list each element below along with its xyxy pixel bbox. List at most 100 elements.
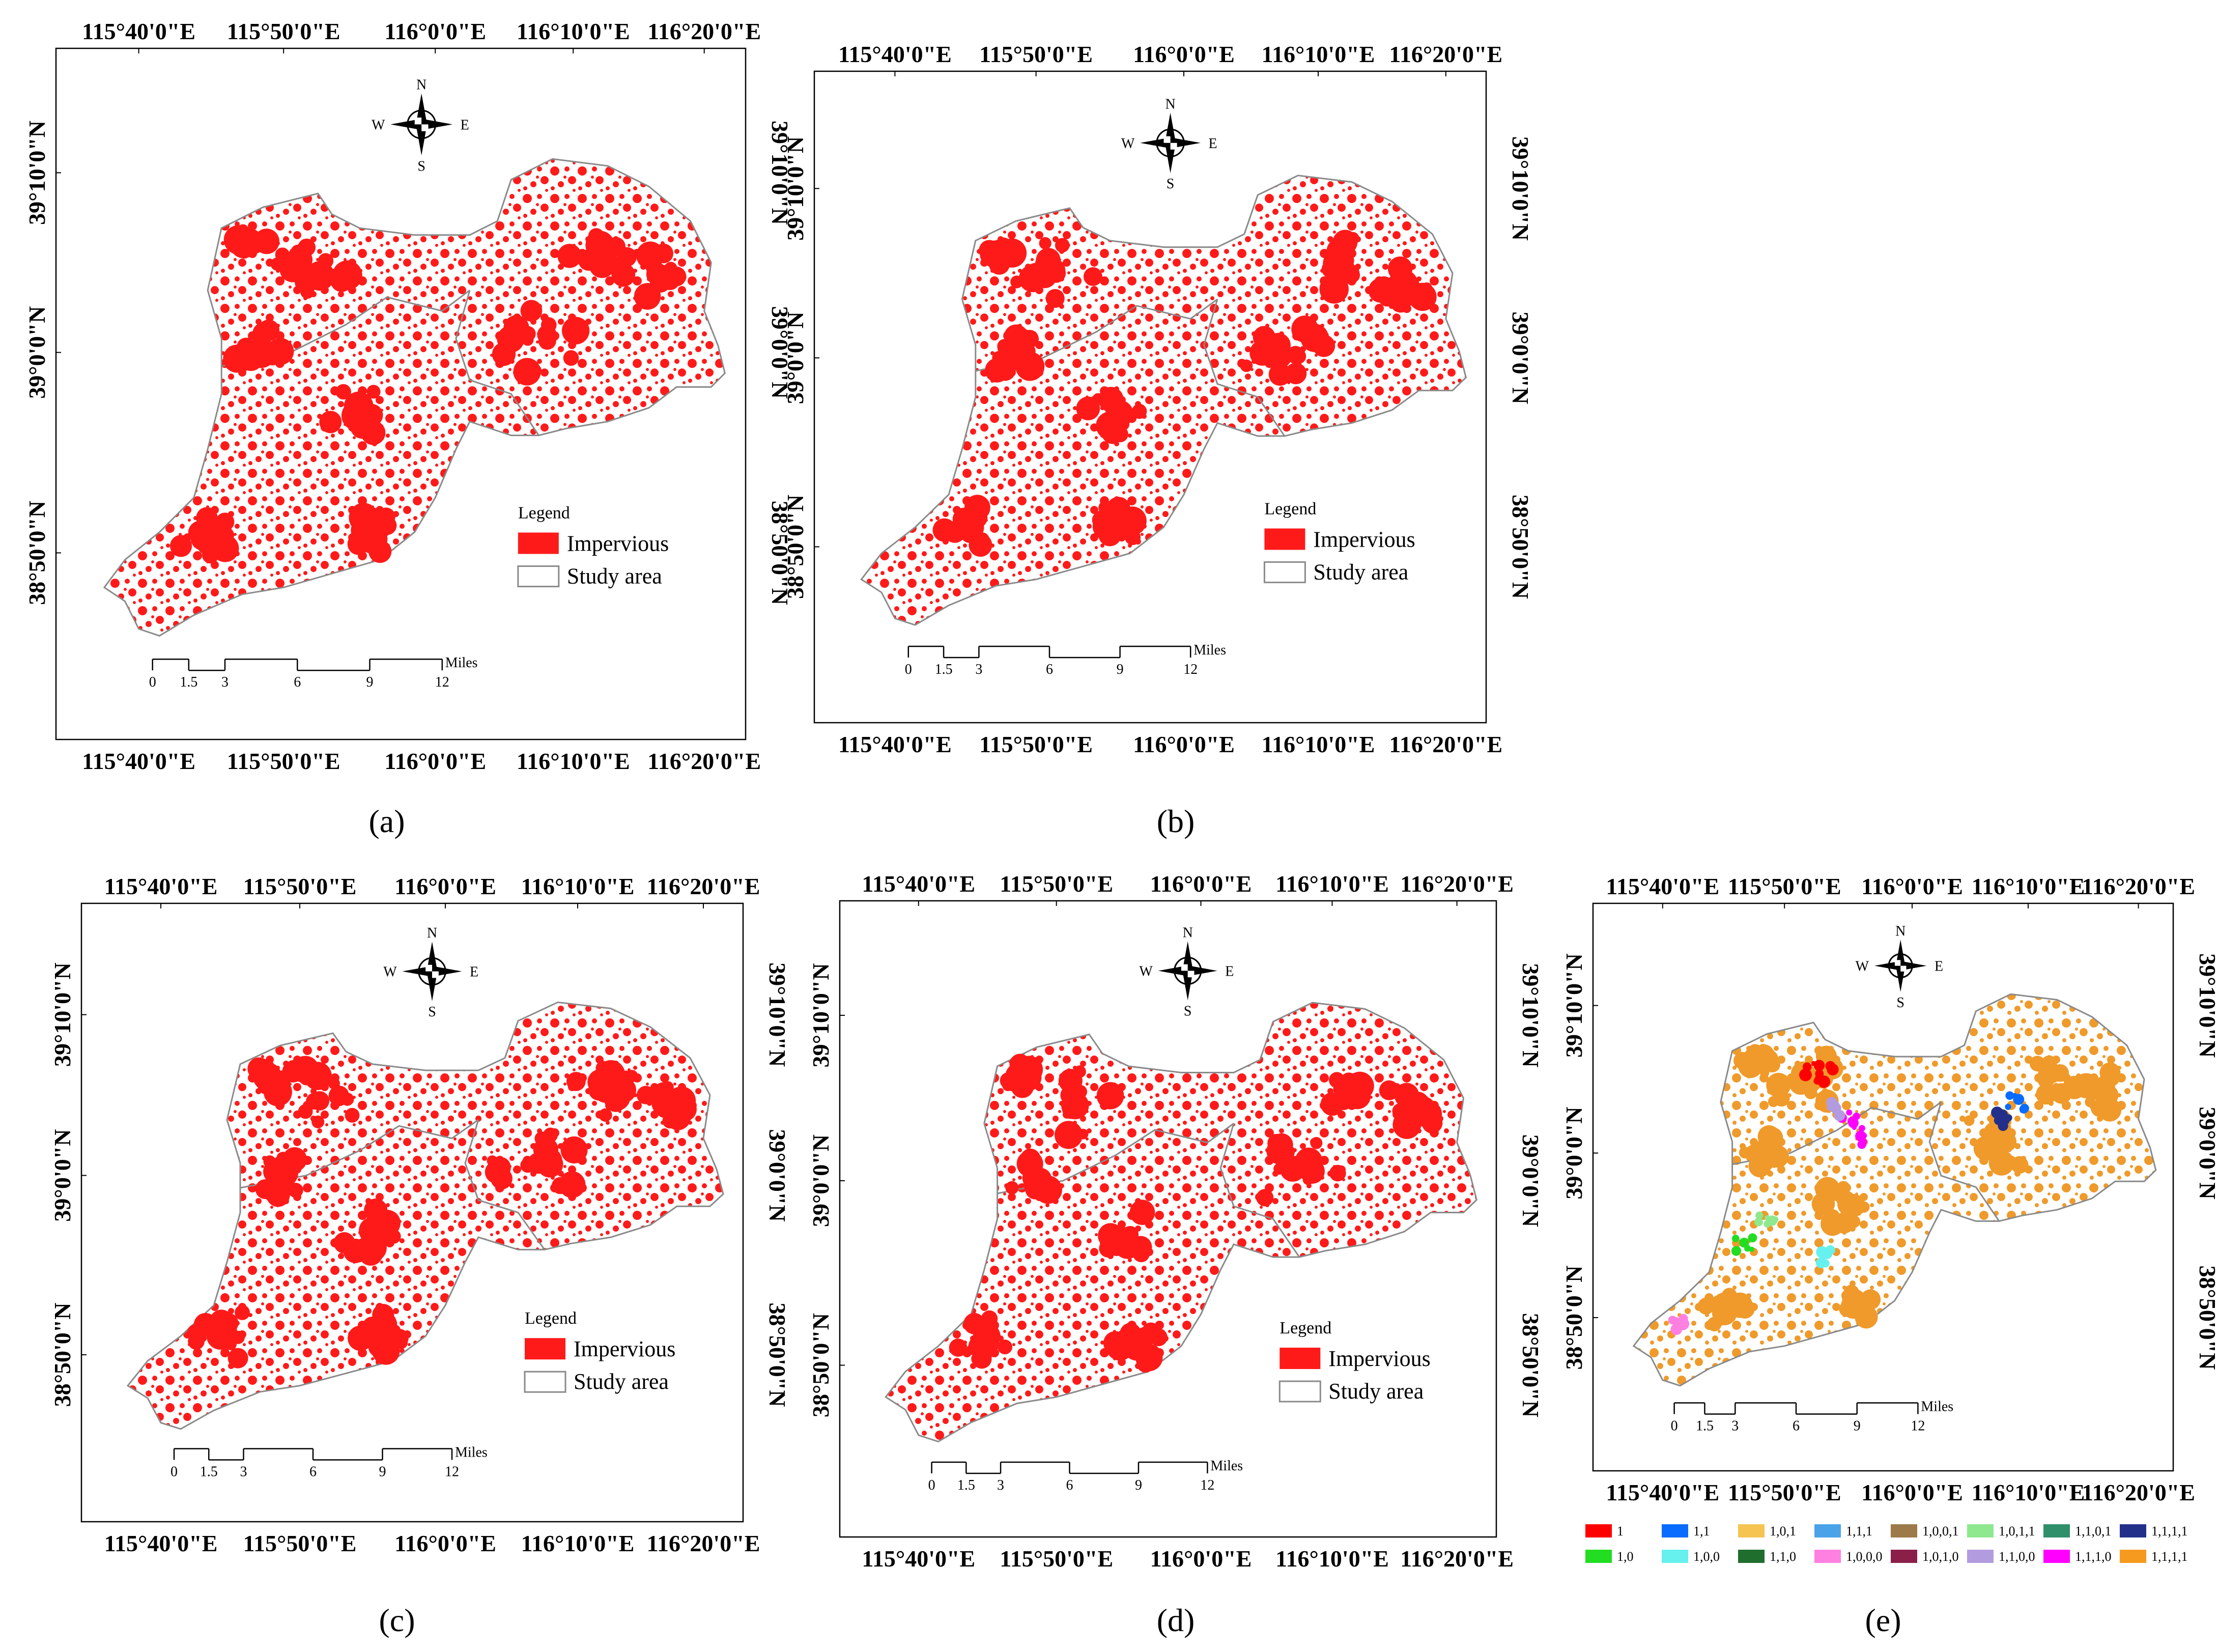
impervious-patch (1714, 1306, 1723, 1316)
impervious-patch (2085, 1097, 2095, 1107)
longitude-label-top: 116°10'0"E (1972, 873, 2085, 899)
impervious-patch (1096, 1082, 1124, 1109)
impervious-patch (1017, 351, 1029, 363)
class-legend-label: 1,1,0,1 (2075, 1524, 2112, 1539)
impervious-patch (513, 358, 541, 386)
compass-w: W (1121, 136, 1135, 152)
compass-quadrant (1181, 964, 1188, 971)
north-arrow-icon: N S W E (1121, 96, 1217, 192)
impervious-patch (2051, 1083, 2072, 1104)
longitude-label-bottom: 115°50'0"E (227, 748, 340, 774)
impervious-patch (188, 1333, 205, 1350)
impervious-patch (1096, 411, 1124, 440)
class-legend-label: 1,1,0,0 (1999, 1549, 2035, 1564)
scale-tick-label: 12 (435, 674, 449, 690)
longitude-label-bottom: 116°20'0"E (1389, 731, 1502, 757)
class-patch (2002, 1117, 2010, 1125)
caption-e: (e) (1865, 1602, 1901, 1638)
class-legend-swatch (2120, 1550, 2146, 1563)
class-patch (1817, 1075, 1831, 1088)
class-patch (1813, 1060, 1825, 1071)
impervious-patch (1266, 1137, 1293, 1164)
scale-tick-label: 3 (240, 1464, 247, 1480)
impervious-patch (1010, 275, 1023, 289)
impervious-patch (1721, 1288, 1738, 1303)
class-legend-label: 1,1,1,0 (2075, 1549, 2112, 1564)
compass-e: E (1935, 959, 1943, 975)
legend-label-impervious: Impervious (574, 1336, 675, 1361)
impervious-patch (560, 1136, 588, 1164)
impervious-patch (1077, 1128, 1089, 1140)
impervious-patch (319, 411, 342, 434)
scale-unit: Miles (455, 1445, 488, 1461)
class-legend-label: 1,1 (1693, 1524, 1710, 1539)
impervious-patch (1030, 1168, 1052, 1190)
impervious-patch (1103, 1331, 1127, 1355)
impervious-patch (1368, 278, 1393, 303)
compass-e: E (470, 964, 478, 980)
scale-tick-label: 0 (149, 674, 156, 690)
map-legend: Legend Impervious Study area (1263, 499, 1415, 584)
impervious-patch (1055, 238, 1070, 253)
longitude-label-top: 115°40'0"E (1606, 873, 1719, 899)
impervious-patch (1733, 1297, 1749, 1313)
impervious-patch (348, 1325, 373, 1351)
impervious-patch (1003, 330, 1014, 341)
impervious-patch (551, 1177, 569, 1194)
longitude-label-bottom: 116°20'0"E (647, 748, 761, 774)
impervious-patch (368, 1335, 391, 1358)
latitude-label-left: 39°0'0"N (1561, 1107, 1587, 1200)
impervious-patch (358, 1241, 383, 1266)
class-legend-label: 1,0,1,0 (1922, 1549, 1959, 1564)
impervious-patch (534, 1147, 562, 1175)
impervious-patch (2045, 1066, 2057, 1078)
impervious-patch (1048, 254, 1060, 266)
impervious-patch (1039, 237, 1051, 250)
impervious-patch (270, 343, 282, 355)
impervious-patch (603, 1084, 631, 1111)
class-patch (1739, 1237, 1749, 1248)
legend-swatch-impervious (1264, 528, 1305, 550)
compass-quadrant (421, 124, 429, 131)
latitude-label-left: 38°50'0"N (782, 495, 808, 599)
latitude-label-left: 39°10'0"N (782, 136, 808, 241)
latitude-label-right: 38°50'0"N (1508, 495, 1533, 599)
impervious-patch (340, 1092, 354, 1106)
impervious-patch (352, 520, 365, 533)
impervious-patch (1266, 333, 1291, 358)
class-patch (1815, 1257, 1827, 1268)
impervious-patch (1045, 289, 1065, 308)
impervious-patch (348, 406, 366, 424)
impervious-patch (1017, 1065, 1042, 1090)
class-legend-label: 1,0,0,0 (1846, 1549, 1883, 1564)
impervious-patch (1256, 1189, 1274, 1207)
impervious-patch (1109, 1086, 1120, 1097)
caption-c: (c) (379, 1602, 415, 1638)
impervious-patch (1392, 1103, 1408, 1119)
impervious-patch (1858, 1201, 1870, 1213)
class-patch (2013, 1094, 2025, 1105)
longitude-label-bottom: 116°0'0"E (394, 1530, 496, 1556)
impervious-patch (390, 1328, 409, 1347)
compass-w: W (383, 964, 397, 980)
scale-bar: 0 1.5 3 6 9 12 Miles (149, 655, 478, 690)
legend-label-impervious: Impervious (1328, 1346, 1430, 1371)
impervious-patch (664, 1105, 676, 1118)
class-legend-swatch (1967, 1550, 1994, 1563)
longitude-label-top: 116°0'0"E (384, 18, 486, 44)
latitude-label-right: 39°10'0"N (1508, 136, 1533, 241)
impervious-patch (1836, 1181, 1851, 1194)
longitude-label-top: 115°50'0"E (979, 41, 1093, 67)
compass-e: E (1225, 964, 1234, 980)
scale-tick-label: 9 (1117, 662, 1124, 677)
urban-clusters (187, 1056, 697, 1369)
compass-n: N (1183, 925, 1193, 941)
impervious-patch (1346, 232, 1359, 245)
impervious-patch (1964, 1115, 1975, 1126)
legend-swatch-impervious (518, 532, 559, 554)
scale-tick-label: 3 (997, 1477, 1004, 1493)
impervious-patch (1268, 363, 1292, 386)
impervious-patch (1756, 1142, 1778, 1164)
impervious-patch (235, 1305, 250, 1320)
impervious-patch (1046, 263, 1066, 283)
